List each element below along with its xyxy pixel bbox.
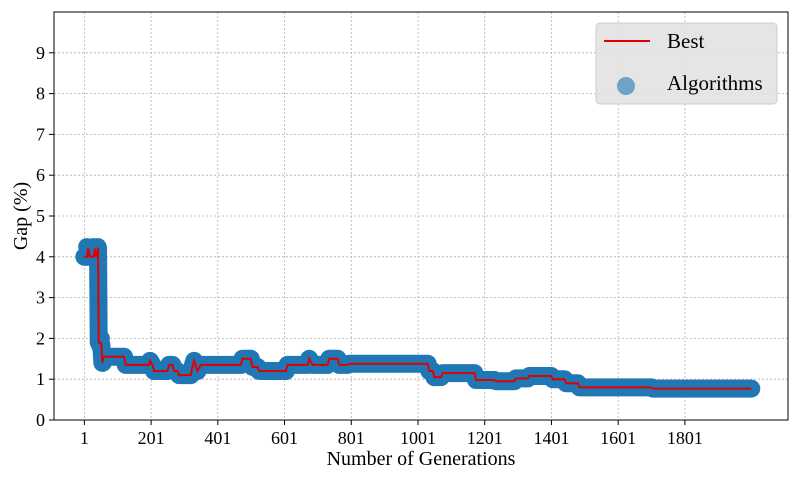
y-tick-label: 0 bbox=[36, 410, 45, 430]
x-axis-ticks: 1 201 401 601 801 1001 1201 1401 1601 1801 bbox=[80, 420, 703, 448]
x-tick-label: 1601 bbox=[600, 428, 636, 448]
x-axis-title: Number of Generations bbox=[327, 448, 516, 470]
y-tick-label: 2 bbox=[36, 328, 45, 348]
y-tick-label: 5 bbox=[36, 206, 45, 226]
legend-algorithms-swatch bbox=[617, 77, 635, 95]
legend-best-label: Best bbox=[667, 29, 705, 53]
y-axis-title: Gap (%) bbox=[10, 182, 32, 250]
algorithms-markers bbox=[75, 238, 761, 398]
x-tick-label: 1201 bbox=[467, 428, 503, 448]
y-tick-label: 7 bbox=[36, 124, 45, 144]
x-tick-label: 1001 bbox=[400, 428, 436, 448]
y-axis-ticks: 0 1 2 3 4 5 6 7 8 9 bbox=[36, 43, 54, 430]
y-tick-label: 8 bbox=[36, 84, 45, 104]
y-tick-label: 6 bbox=[36, 165, 45, 185]
legend-box bbox=[595, 22, 778, 105]
legend: Best Algorithms bbox=[595, 22, 778, 105]
x-tick-label: 401 bbox=[204, 428, 231, 448]
x-tick-label: 1 bbox=[80, 428, 89, 448]
y-tick-label: 3 bbox=[36, 288, 45, 308]
y-tick-label: 1 bbox=[36, 369, 45, 389]
x-tick-label: 601 bbox=[271, 428, 298, 448]
grid-lines bbox=[54, 12, 788, 421]
algorithm-marker bbox=[91, 338, 109, 356]
y-tick-label: 4 bbox=[36, 247, 45, 267]
x-tick-label: 801 bbox=[338, 428, 365, 448]
x-tick-label: 201 bbox=[138, 428, 165, 448]
x-tick-label: 1401 bbox=[533, 428, 569, 448]
y-tick-label: 9 bbox=[36, 43, 45, 63]
best-line-series bbox=[84, 247, 752, 390]
legend-algorithms-label: Algorithms bbox=[667, 71, 763, 95]
x-tick-label: 1801 bbox=[667, 428, 703, 448]
